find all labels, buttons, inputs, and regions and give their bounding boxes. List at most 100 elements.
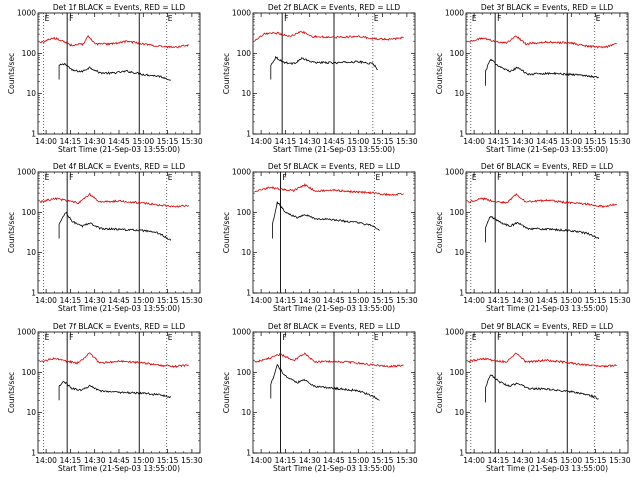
x-tick-label: 14:45 bbox=[323, 296, 345, 305]
x-tick-label: 15:00 bbox=[560, 137, 582, 146]
y-axis-label: Counts/sec bbox=[222, 53, 231, 94]
f-marker-label: F bbox=[497, 173, 501, 182]
lld-series-line bbox=[254, 352, 404, 368]
y-axis-label: Counts/sec bbox=[7, 212, 16, 253]
y-axis-label: Counts/sec bbox=[435, 53, 444, 94]
detector-panel: Det 2f BLACK = Events, RED = LLD 1 10 100 10… bbox=[222, 3, 418, 154]
y-tick-label: 1000 bbox=[17, 328, 36, 337]
x-tick-label: 14:00 bbox=[463, 456, 485, 465]
x-tick-label: 15:30 bbox=[181, 456, 203, 465]
y-tick-label: 10 bbox=[26, 408, 36, 417]
lld-series-line bbox=[467, 352, 617, 368]
x-tick-label: 14:15 bbox=[275, 456, 297, 465]
x-tick-label: 14:15 bbox=[488, 137, 510, 146]
y-tick-label: 1 bbox=[31, 289, 36, 298]
x-tick-label: 14:00 bbox=[463, 296, 485, 305]
x-tick-label: 14:30 bbox=[512, 296, 534, 305]
panel-title: Det 8f BLACK = Events, RED = LLD bbox=[268, 322, 401, 331]
x-axis-label: Start Time (21-Sep-03 13:55:00) bbox=[486, 145, 608, 154]
y-tick-label: 100 bbox=[22, 49, 37, 58]
x-axis-label: Start Time (21-Sep-03 13:55:00) bbox=[486, 464, 608, 473]
x-tick-label: 14:15 bbox=[488, 296, 510, 305]
y-tick-label: 100 bbox=[450, 368, 465, 377]
y-tick-label: 10 bbox=[454, 408, 464, 417]
events-series-line bbox=[272, 201, 380, 239]
x-tick-label: 14:00 bbox=[250, 456, 272, 465]
x-tick-label: 15:30 bbox=[396, 296, 418, 305]
y-tick-label: 1000 bbox=[232, 9, 251, 18]
y-tick-label: 10 bbox=[241, 89, 251, 98]
plot-frame bbox=[465, 171, 629, 294]
x-tick-label: 14:45 bbox=[536, 296, 558, 305]
x-tick-label: 15:15 bbox=[157, 456, 179, 465]
y-tick-label: 1 bbox=[246, 130, 251, 139]
x-tick-label: 15:15 bbox=[585, 296, 607, 305]
x-tick-label: 14:45 bbox=[108, 456, 130, 465]
panel-title: Det 3f BLACK = Events, RED = LLD bbox=[481, 3, 614, 12]
x-tick-label: 15:30 bbox=[609, 456, 631, 465]
x-tick-label: 15:15 bbox=[585, 456, 607, 465]
panel-title: Det 7f BLACK = Events, RED = LLD bbox=[53, 322, 186, 331]
e-end-marker-label: E bbox=[374, 333, 379, 342]
e-start-marker-label: E bbox=[472, 333, 477, 342]
x-axis-label: Start Time (21-Sep-03 13:55:00) bbox=[58, 304, 180, 313]
plot-frame bbox=[37, 171, 201, 294]
y-tick-label: 1 bbox=[459, 130, 464, 139]
x-tick-label: 14:30 bbox=[299, 137, 321, 146]
x-tick-label: 15:00 bbox=[132, 137, 154, 146]
y-tick-label: 10 bbox=[241, 248, 251, 257]
x-tick-label: 14:00 bbox=[35, 456, 57, 465]
x-tick-label: 15:30 bbox=[609, 296, 631, 305]
y-tick-label: 10 bbox=[454, 89, 464, 98]
x-tick-label: 15:00 bbox=[560, 456, 582, 465]
y-tick-label: 1 bbox=[246, 449, 251, 458]
y-tick-label: 100 bbox=[237, 208, 252, 217]
detector-panel: Det 7f BLACK = Events, RED = LLD 1 10 100 10… bbox=[7, 322, 203, 473]
lld-series-line bbox=[39, 192, 190, 208]
x-tick-label: 14:00 bbox=[35, 296, 57, 305]
x-tick-label: 14:15 bbox=[60, 137, 82, 146]
detector-panel: Det 4f BLACK = Events, RED = LLD 1 10 100 10… bbox=[7, 162, 203, 313]
x-tick-label: 15:15 bbox=[372, 137, 394, 146]
y-tick-label: 1000 bbox=[17, 168, 36, 177]
events-series-line bbox=[270, 363, 380, 401]
lld-series-line bbox=[254, 30, 404, 42]
y-tick-label: 100 bbox=[237, 49, 252, 58]
plot-frame bbox=[465, 331, 629, 454]
panel-title: Det 5f BLACK = Events, RED = LLD bbox=[268, 162, 401, 171]
x-axis-label: Start Time (21-Sep-03 13:55:00) bbox=[273, 464, 395, 473]
y-tick-label: 100 bbox=[450, 208, 465, 217]
y-axis-label: Counts/sec bbox=[222, 212, 231, 253]
y-tick-label: 1 bbox=[31, 130, 36, 139]
x-tick-label: 14:45 bbox=[536, 456, 558, 465]
events-series-line bbox=[58, 211, 172, 241]
events-series-line bbox=[58, 381, 172, 401]
x-tick-label: 15:00 bbox=[347, 456, 369, 465]
panel-title: Det 4f BLACK = Events, RED = LLD bbox=[53, 162, 186, 171]
e-start-marker-label: E bbox=[45, 173, 50, 182]
x-tick-label: 15:30 bbox=[181, 137, 203, 146]
x-tick-label: 14:30 bbox=[84, 137, 106, 146]
y-tick-label: 100 bbox=[22, 368, 37, 377]
detector-panel: Det 6f BLACK = Events, RED = LLD 1 10 100 10… bbox=[435, 162, 631, 313]
detector-panel: Det 9f BLACK = Events, RED = LLD 1 10 100 10… bbox=[435, 322, 631, 473]
x-tick-label: 15:15 bbox=[372, 296, 394, 305]
y-tick-label: 1000 bbox=[445, 9, 464, 18]
x-tick-label: 14:30 bbox=[84, 296, 106, 305]
plot-frame bbox=[37, 331, 201, 454]
x-tick-label: 15:00 bbox=[347, 137, 369, 146]
e-end-marker-label: E bbox=[596, 14, 601, 23]
x-tick-label: 15:00 bbox=[132, 456, 154, 465]
y-tick-label: 10 bbox=[26, 89, 36, 98]
x-tick-label: 14:30 bbox=[512, 137, 534, 146]
x-tick-label: 14:30 bbox=[84, 456, 106, 465]
lld-series-line bbox=[467, 192, 617, 208]
plot-frame bbox=[37, 12, 201, 135]
lld-series-line bbox=[39, 352, 189, 369]
y-tick-label: 1 bbox=[246, 289, 251, 298]
f-marker-label: F bbox=[283, 173, 287, 182]
y-tick-label: 1 bbox=[459, 289, 464, 298]
y-tick-label: 1 bbox=[459, 449, 464, 458]
e-end-marker-label: E bbox=[168, 173, 173, 182]
